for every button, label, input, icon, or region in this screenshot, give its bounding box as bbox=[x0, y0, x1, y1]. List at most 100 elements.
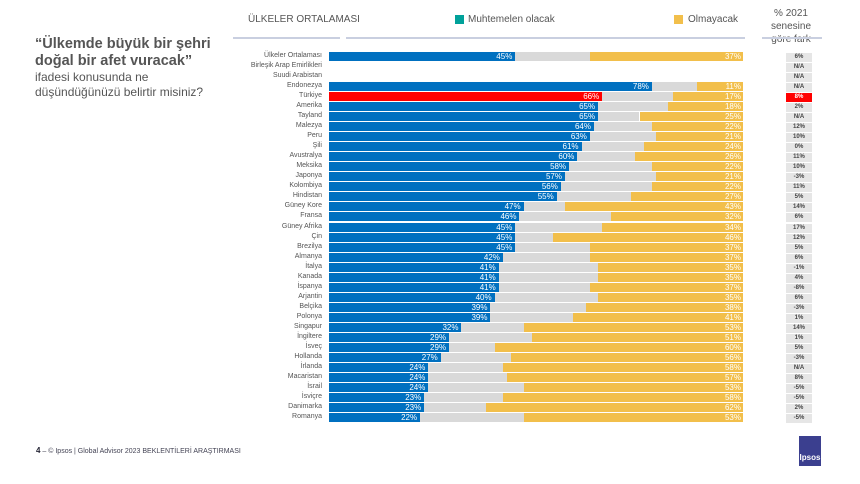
category-label: İsrail bbox=[307, 382, 322, 390]
change-badge: N/A bbox=[786, 73, 812, 83]
bar-unsure bbox=[428, 372, 508, 382]
change-badge: 5% bbox=[786, 193, 812, 203]
bar-unlikely bbox=[564, 202, 743, 212]
bar-unlikely bbox=[672, 92, 743, 102]
bar-unsure bbox=[560, 182, 652, 192]
value-label-unlikely: 32% bbox=[724, 212, 741, 222]
value-label-unlikely: 43% bbox=[724, 202, 741, 212]
bar-unlikely bbox=[610, 212, 743, 222]
value-label-unlikely: 35% bbox=[724, 292, 741, 302]
bar-unsure bbox=[593, 122, 652, 132]
bar-likely bbox=[329, 312, 491, 322]
bar-unlikely bbox=[631, 192, 743, 202]
value-label-unlikely: 57% bbox=[724, 372, 741, 382]
bar-unsure bbox=[602, 92, 673, 102]
bar-likely bbox=[329, 272, 499, 282]
bar-unsure bbox=[498, 262, 599, 272]
bar-unlikely bbox=[598, 272, 743, 282]
category-label: Tayland bbox=[297, 112, 322, 120]
category-label: İngiltere bbox=[297, 332, 322, 340]
change-badge: 1% bbox=[786, 313, 812, 323]
bar-unlikely bbox=[651, 162, 743, 172]
category-label: Polonya bbox=[296, 312, 322, 320]
bar-likely bbox=[329, 362, 429, 372]
category-label: İspanya bbox=[297, 282, 322, 290]
change-badge: -5% bbox=[786, 383, 812, 393]
bar-likely bbox=[329, 202, 524, 212]
bar-likely bbox=[329, 382, 429, 392]
bar-unsure bbox=[420, 413, 524, 423]
value-label-unlikely: 37% bbox=[724, 52, 741, 61]
value-label-likely: 22% bbox=[401, 413, 418, 423]
bar-unsure bbox=[581, 142, 644, 152]
value-label-likely: 66% bbox=[583, 92, 600, 102]
value-label-likely: 42% bbox=[483, 252, 500, 262]
change-column-header: % 2021 senesine göre fark bbox=[770, 8, 812, 45]
bar-unlikely bbox=[502, 362, 743, 372]
category-label: Almanya bbox=[294, 252, 322, 260]
value-label-likely: 45% bbox=[496, 222, 513, 232]
value-label-likely: 29% bbox=[430, 342, 447, 352]
value-label-unlikely: 53% bbox=[724, 382, 741, 392]
category-label: Suudi Arabistan bbox=[272, 72, 322, 80]
change-badge: 8% bbox=[786, 93, 812, 103]
bar-likely bbox=[329, 302, 491, 312]
category-label: Belçika bbox=[299, 302, 322, 310]
bar-likely bbox=[329, 413, 421, 423]
bar-unsure bbox=[519, 212, 611, 222]
change-badge: -5% bbox=[786, 414, 812, 424]
change-badge: 12% bbox=[786, 123, 812, 133]
change-badge: 6% bbox=[786, 293, 812, 303]
page-number: 4 bbox=[36, 446, 41, 455]
bar-unsure bbox=[589, 132, 657, 142]
bar-unlikely bbox=[589, 282, 743, 292]
bar-unlikely bbox=[602, 222, 743, 232]
value-label-likely: 39% bbox=[471, 312, 488, 322]
bar-likely bbox=[329, 232, 516, 242]
bar-likely bbox=[329, 92, 603, 102]
change-badge: 14% bbox=[786, 323, 812, 333]
value-label-unlikely: 18% bbox=[724, 102, 741, 112]
category-label: Arjantin bbox=[298, 292, 322, 300]
category-label: Malezya bbox=[295, 122, 322, 130]
change-badge: -5% bbox=[786, 394, 812, 404]
category-label: Türkiye bbox=[299, 92, 322, 100]
value-label-likely: 63% bbox=[570, 132, 587, 142]
value-label-unlikely: 37% bbox=[724, 282, 741, 292]
divider bbox=[762, 37, 822, 39]
bar-likely bbox=[329, 372, 429, 382]
value-label-unlikely: 35% bbox=[724, 262, 741, 272]
bar-unsure bbox=[449, 332, 532, 342]
value-label-unlikely: 37% bbox=[724, 252, 741, 262]
bar-unlikely bbox=[552, 232, 743, 242]
value-label-likely: 29% bbox=[430, 332, 447, 342]
category-label: Hollanda bbox=[294, 352, 322, 360]
bar-unsure bbox=[577, 152, 636, 162]
category-label: Danimarka bbox=[288, 403, 322, 411]
bar-unsure bbox=[523, 202, 565, 212]
value-label-likely: 46% bbox=[500, 212, 517, 222]
value-label-unlikely: 58% bbox=[724, 362, 741, 372]
value-label-likely: 61% bbox=[562, 142, 579, 152]
bar-unlikely bbox=[651, 182, 743, 192]
category-label: Çin bbox=[311, 232, 322, 240]
value-label-unlikely: 56% bbox=[724, 352, 741, 362]
category-label: Ülkeler Ortalaması bbox=[264, 52, 322, 59]
bar-unlikely bbox=[656, 132, 743, 142]
value-label-unlikely: 34% bbox=[724, 222, 741, 232]
bar-unlikely bbox=[523, 382, 743, 392]
footer-text: © Ipsos | Global Advisor 2023 BEKLENTİLE… bbox=[48, 448, 241, 455]
value-label-unlikely: 22% bbox=[724, 122, 741, 132]
bar-unlikely bbox=[598, 292, 743, 302]
category-label: Endonezya bbox=[286, 82, 322, 90]
value-label-unlikely: 21% bbox=[724, 132, 741, 142]
value-label-unlikely: 58% bbox=[724, 393, 741, 403]
bar-unlikely bbox=[573, 312, 743, 322]
bar-unlikely bbox=[486, 403, 743, 413]
category-label: Kolombiya bbox=[289, 182, 322, 190]
category-label: Hindistan bbox=[292, 192, 322, 200]
value-label-unlikely: 38% bbox=[724, 302, 741, 312]
change-badge: N/A bbox=[786, 63, 812, 73]
value-label-likely: 58% bbox=[550, 162, 567, 172]
value-label-unlikely: 37% bbox=[724, 242, 741, 252]
